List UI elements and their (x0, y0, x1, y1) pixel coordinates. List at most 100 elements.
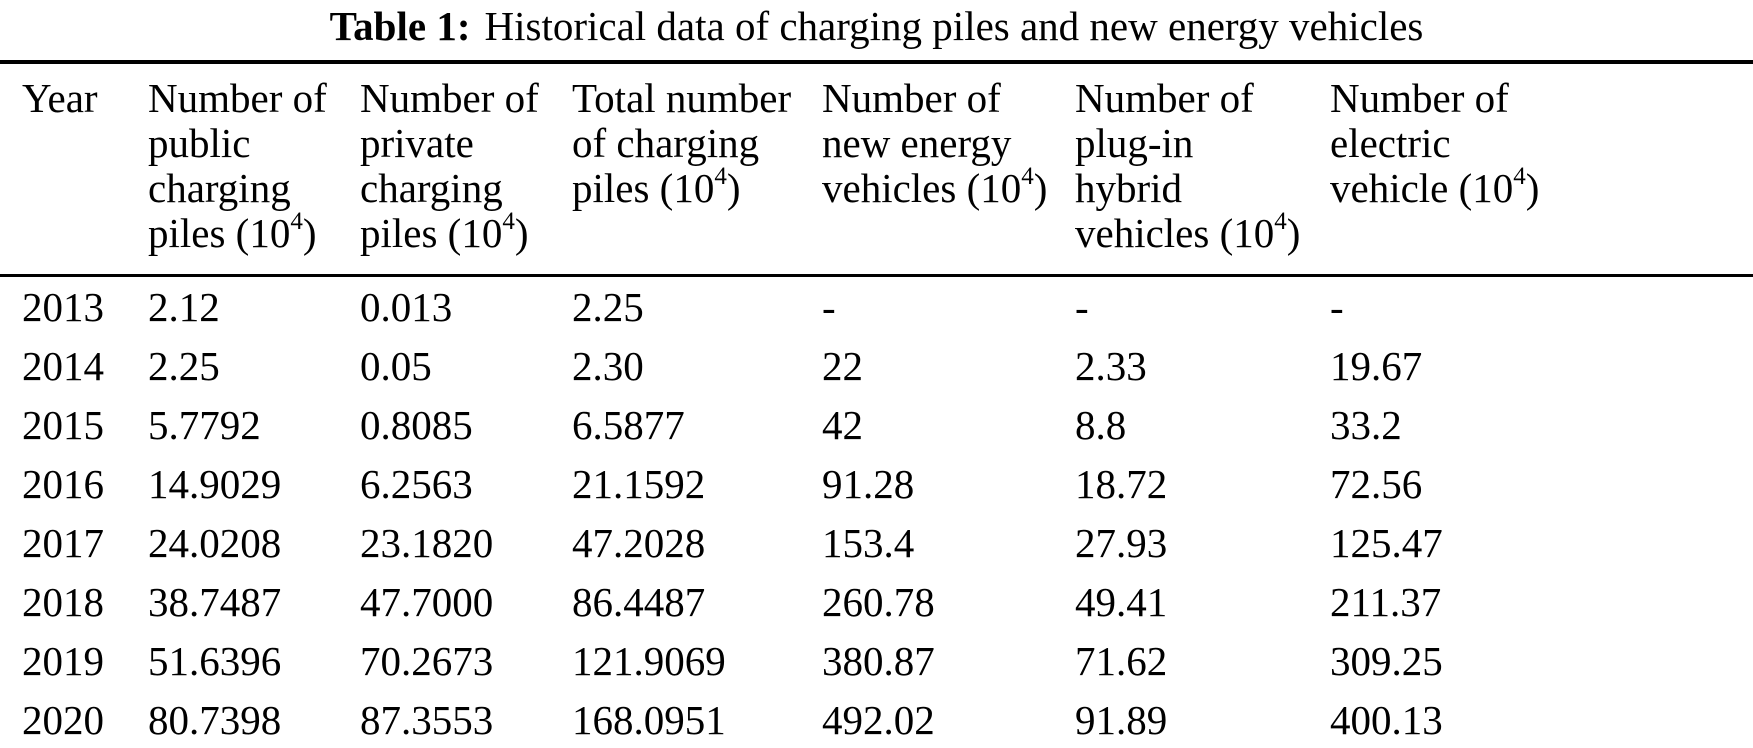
column-header-ev: Number of electric vehicle (104) (1330, 62, 1753, 277)
table-caption-label: Table 1: (329, 3, 471, 49)
table-row-2017: 2017 24.0208 23.1820 47.2028 153.4 27.93 125.4… (0, 513, 1753, 572)
cell-year: 2013 (22, 283, 104, 330)
cell-public-piles: 5.7792 (148, 401, 261, 448)
cell-ev: 72.56 (1330, 460, 1423, 507)
cell-private-piles: 0.8085 (360, 401, 473, 448)
superscript-exponent: 4 (1513, 163, 1526, 191)
cell-ev: 400.13 (1330, 696, 1443, 743)
column-header-public-piles: Number of public charging piles (104) (148, 62, 360, 277)
column-header-line: Total number (572, 75, 792, 121)
cell-year: 2017 (22, 519, 104, 566)
cell-public-piles: 24.0208 (148, 519, 282, 566)
column-header-line: new energy (822, 120, 1012, 166)
column-header-total-piles: Total number of charging piles (104) (572, 62, 822, 277)
cell-nev: 380.87 (822, 637, 935, 684)
cell-ev: - (1330, 283, 1344, 330)
column-header-line: Number of (1330, 75, 1509, 121)
table-row-2016: 2016 14.9029 6.2563 21.1592 91.28 18.72 72.56 (0, 454, 1753, 513)
cell-nev: 492.02 (822, 696, 935, 743)
cell-year: 2020 (22, 696, 104, 743)
cell-total-piles: 2.30 (572, 342, 644, 389)
cell-public-piles: 51.6396 (148, 637, 282, 684)
cell-private-piles: 23.1820 (360, 519, 494, 566)
table-caption-text: Historical data of charging piles and ne… (484, 3, 1424, 49)
cell-phev: 18.72 (1075, 460, 1168, 507)
column-header-line: piles (104) (148, 208, 317, 256)
cell-phev: 49.41 (1075, 578, 1168, 625)
cell-nev: 42 (822, 401, 863, 448)
cell-public-piles: 14.9029 (148, 460, 282, 507)
column-header-line: charging (360, 165, 503, 211)
superscript-exponent: 4 (714, 163, 727, 191)
cell-total-piles: 21.1592 (572, 460, 706, 507)
cell-nev: 153.4 (822, 519, 915, 566)
cell-total-piles: 121.9069 (572, 637, 726, 684)
superscript-exponent: 4 (502, 208, 515, 236)
column-header-line: electric (1330, 120, 1451, 166)
cell-ev: 125.47 (1330, 519, 1443, 566)
column-header-year: Year (0, 62, 148, 277)
superscript-exponent: 4 (1021, 163, 1034, 191)
table-row-2014: 2014 2.25 0.05 2.30 22 2.33 19.67 (0, 336, 1753, 395)
column-header-line: Year (22, 75, 98, 121)
cell-public-piles: 80.7398 (148, 696, 282, 743)
column-header-line: piles (104) (572, 163, 741, 211)
cell-public-piles: 2.25 (148, 342, 220, 389)
cell-phev: 27.93 (1075, 519, 1168, 566)
cell-year: 2014 (22, 342, 104, 389)
table-header-row: Year Number of public charging piles (104) Nu… (0, 62, 1753, 277)
column-header-line: Number of (148, 75, 327, 121)
cell-phev: 91.89 (1075, 696, 1168, 743)
cell-year: 2018 (22, 578, 104, 625)
column-header-phev: Number of plug-in hybrid vehicles (104) (1075, 62, 1330, 277)
column-header-line: public (148, 120, 251, 166)
cell-phev: 8.8 (1075, 401, 1127, 448)
cell-public-piles: 38.7487 (148, 578, 282, 625)
cell-total-piles: 47.2028 (572, 519, 706, 566)
cell-ev: 211.37 (1330, 578, 1442, 625)
cell-nev: 22 (822, 342, 863, 389)
column-header-line: plug-in (1075, 120, 1194, 166)
table-body: 2013 2.12 0.013 2.25 - - - 2014 2.25 0.05 2.30 22 2.… (0, 276, 1753, 748)
cell-nev: 260.78 (822, 578, 935, 625)
column-header-private-piles: Number of private charging piles (104) (360, 62, 572, 277)
column-header-line: vehicle (104) (1330, 163, 1540, 211)
cell-year: 2015 (22, 401, 104, 448)
superscript-exponent: 4 (290, 208, 303, 236)
cell-nev: 91.28 (822, 460, 915, 507)
cell-total-piles: 2.25 (572, 283, 644, 330)
historical-data-table: Year Number of public charging piles (104) Nu… (0, 60, 1753, 748)
cell-ev: 19.67 (1330, 342, 1423, 389)
column-header-line: charging (148, 165, 291, 211)
table-row-2019: 2019 51.6396 70.2673 121.9069 380.87 71.62 309… (0, 631, 1753, 690)
cell-ev: 309.25 (1330, 637, 1443, 684)
cell-total-piles: 168.0951 (572, 696, 726, 743)
cell-nev: - (822, 283, 836, 330)
superscript-exponent: 4 (1274, 208, 1287, 236)
column-header-line: private (360, 120, 474, 166)
cell-phev: 71.62 (1075, 637, 1168, 684)
column-header-line: hybrid (1075, 165, 1183, 211)
column-header-line: Number of (1075, 75, 1254, 121)
cell-private-piles: 70.2673 (360, 637, 494, 684)
cell-total-piles: 6.5877 (572, 401, 685, 448)
column-header-line: Number of (822, 75, 1001, 121)
cell-private-piles: 0.05 (360, 342, 432, 389)
cell-phev: - (1075, 283, 1089, 330)
cell-phev: 2.33 (1075, 342, 1147, 389)
cell-year: 2016 (22, 460, 104, 507)
cell-private-piles: 87.3553 (360, 696, 494, 743)
table-head: Year Number of public charging piles (104) Nu… (0, 62, 1753, 277)
cell-private-piles: 0.013 (360, 283, 453, 330)
column-header-line: Number of (360, 75, 539, 121)
cell-ev: 33.2 (1330, 401, 1402, 448)
column-header-line: of charging (572, 120, 760, 166)
cell-total-piles: 86.4487 (572, 578, 706, 625)
table-row-2020: 2020 80.7398 87.3553 168.0951 492.02 91.89 400… (0, 690, 1753, 748)
column-header-line: vehicles (104) (822, 163, 1048, 211)
column-header-line: piles (104) (360, 208, 529, 256)
table-row-2013: 2013 2.12 0.013 2.25 - - - (0, 276, 1753, 337)
table-row-2018: 2018 38.7487 47.7000 86.4487 260.78 49.41 211.… (0, 572, 1753, 631)
cell-private-piles: 6.2563 (360, 460, 473, 507)
